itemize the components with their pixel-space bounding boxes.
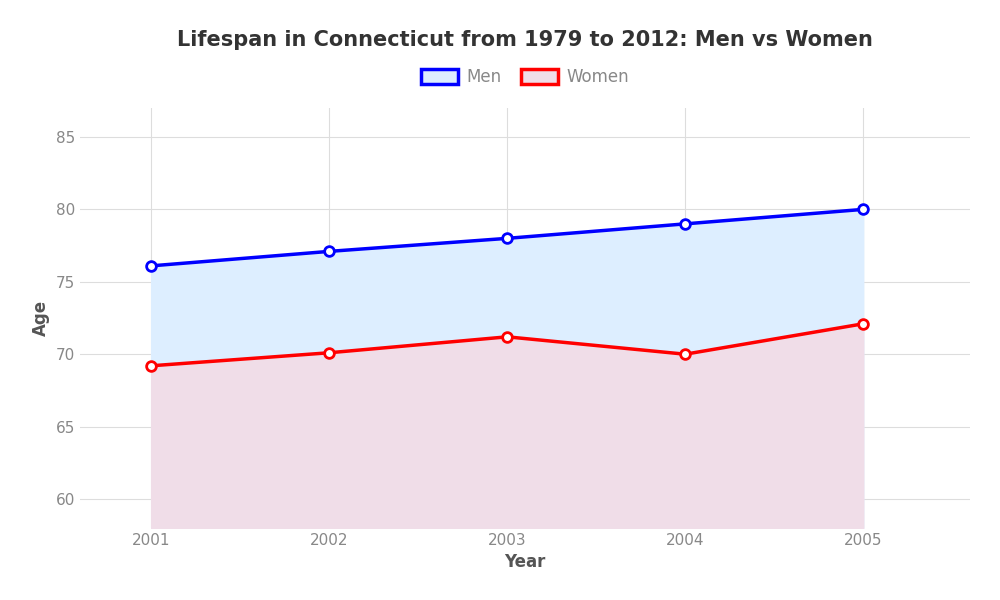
Legend: Men, Women: Men, Women bbox=[414, 62, 636, 93]
X-axis label: Year: Year bbox=[504, 553, 546, 571]
Y-axis label: Age: Age bbox=[32, 300, 50, 336]
Title: Lifespan in Connecticut from 1979 to 2012: Men vs Women: Lifespan in Connecticut from 1979 to 201… bbox=[177, 29, 873, 49]
